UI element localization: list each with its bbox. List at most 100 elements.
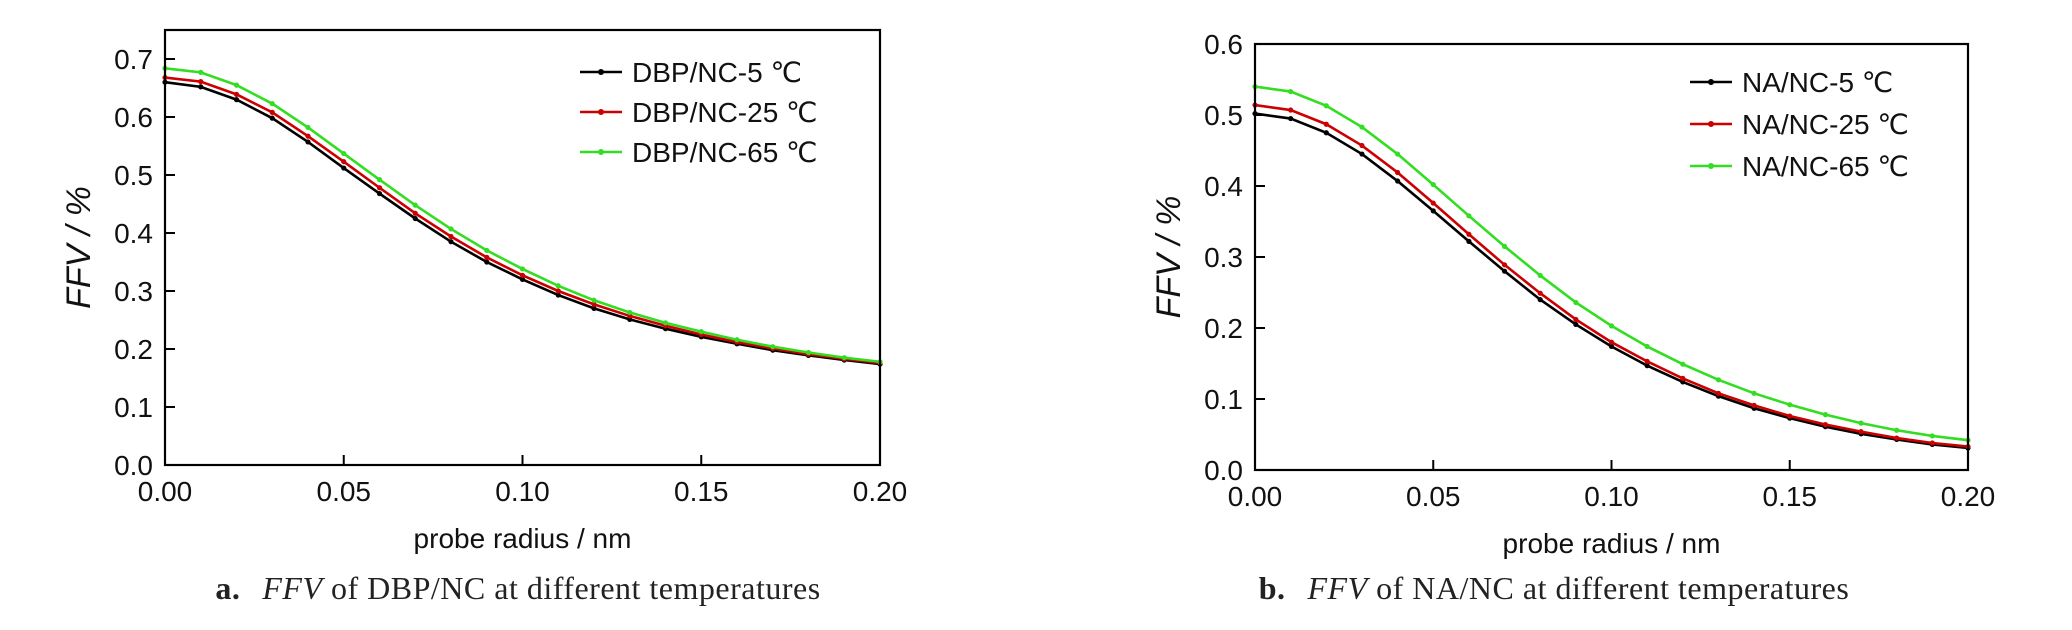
data-point-b-2-5 bbox=[1430, 181, 1436, 188]
y-tick-label-a-3: 0.3 bbox=[114, 276, 153, 307]
x-tick-label-a-0: 0.00 bbox=[138, 476, 193, 507]
y-tick-label-a-1: 0.1 bbox=[114, 392, 153, 423]
y-tick-label-b-1: 0.1 bbox=[1204, 384, 1243, 415]
x-axis-label-b: probe radius / nm bbox=[1503, 528, 1721, 559]
data-point-a-2-6 bbox=[376, 177, 383, 183]
legend-label-b-1: NA/NC-25 ℃ bbox=[1742, 109, 1909, 140]
data-point-a-2-18 bbox=[805, 349, 812, 356]
legend-marker-a-1 bbox=[598, 109, 604, 115]
data-point-b-0-7 bbox=[1501, 268, 1508, 274]
legend-marker-a-0 bbox=[598, 69, 604, 75]
y-axis-label-b: FFV / % bbox=[1150, 196, 1188, 319]
data-point-b-1-1 bbox=[1288, 107, 1294, 113]
data-point-a-1-3 bbox=[269, 109, 275, 115]
data-point-b-0-10 bbox=[1608, 343, 1615, 350]
data-point-b-0-5 bbox=[1430, 208, 1436, 214]
caption-b-text: of NA/NC at different temperatures bbox=[1376, 570, 1850, 606]
data-point-a-2-8 bbox=[448, 226, 454, 232]
caption-b-italic: FFV bbox=[1307, 570, 1368, 606]
y-tick-label-b-3: 0.3 bbox=[1204, 242, 1243, 273]
data-point-a-2-4 bbox=[305, 124, 311, 131]
y-tick-label-b-2: 0.2 bbox=[1204, 313, 1243, 344]
data-point-a-2-10 bbox=[519, 266, 526, 272]
data-point-a-0-1 bbox=[198, 84, 204, 90]
data-point-b-2-6 bbox=[1466, 213, 1472, 219]
legend-marker-b-1 bbox=[1708, 121, 1714, 127]
data-point-a-2-15 bbox=[698, 329, 704, 335]
data-point-b-1-7 bbox=[1501, 262, 1508, 268]
data-point-b-1-2 bbox=[1323, 121, 1329, 127]
caption-a-text: of DBP/NC at different temperatures bbox=[330, 570, 821, 606]
data-point-a-2-2 bbox=[233, 82, 240, 88]
y-tick-label-a-0: 0.0 bbox=[114, 450, 153, 481]
data-point-b-0-9 bbox=[1573, 321, 1579, 328]
legend-label-a-1: DBP/NC-25 ℃ bbox=[632, 97, 818, 128]
data-point-a-1-5 bbox=[341, 159, 347, 165]
data-point-b-2-12 bbox=[1680, 361, 1686, 367]
data-point-a-0-8 bbox=[448, 239, 454, 245]
data-point-b-2-10 bbox=[1608, 323, 1615, 329]
data-point-b-1-19 bbox=[1929, 440, 1935, 446]
data-point-b-1-6 bbox=[1466, 231, 1472, 237]
data-point-b-2-7 bbox=[1501, 243, 1508, 249]
figure-a: 0.00 0.05 0.10 0.15 0.20 0.0 0.1 0.2 0.3 0.4 0.5 0.… bbox=[60, 28, 908, 606]
data-point-b-1-17 bbox=[1858, 429, 1864, 435]
data-point-a-0-10 bbox=[519, 276, 526, 282]
data-point-b-0-8 bbox=[1537, 297, 1543, 303]
data-point-a-2-17 bbox=[770, 344, 776, 350]
data-point-b-1-10 bbox=[1608, 339, 1615, 345]
y-tick-label-a-5: 0.5 bbox=[114, 160, 153, 191]
chart-a: 0.00 0.05 0.10 0.15 0.20 0.0 0.1 0.2 0.3 0.4 0.5 0.… bbox=[60, 28, 908, 554]
data-point-a-2-19 bbox=[841, 355, 847, 361]
data-point-b-2-2 bbox=[1323, 103, 1329, 109]
data-point-a-0-4 bbox=[305, 139, 311, 145]
x-tick-label-b-3: 0.15 bbox=[1763, 481, 1818, 512]
data-point-b-1-8 bbox=[1537, 290, 1543, 296]
y-tick-label-a-4: 0.4 bbox=[114, 218, 153, 249]
data-point-a-1-7 bbox=[412, 210, 418, 216]
data-point-b-1-16 bbox=[1822, 421, 1828, 428]
y-tick-label-a-2: 0.2 bbox=[114, 334, 153, 365]
x-tick-label-a-4: 0.20 bbox=[853, 476, 908, 507]
x-tick-label-a-3: 0.15 bbox=[674, 476, 729, 507]
legend-marker-a-2 bbox=[598, 149, 604, 155]
caption-b-letter: b. bbox=[1258, 570, 1286, 606]
data-point-b-2-19 bbox=[1929, 433, 1935, 439]
data-point-a-1-2 bbox=[233, 91, 240, 97]
data-point-a-1-4 bbox=[305, 133, 311, 139]
data-point-a-2-7 bbox=[412, 202, 418, 208]
caption-b: b. FFV of NA/NC at different temperatures bbox=[1036, 570, 2072, 607]
data-point-a-0-11 bbox=[555, 292, 561, 298]
data-point-b-2-9 bbox=[1573, 299, 1579, 306]
data-point-a-2-13 bbox=[627, 309, 633, 316]
data-point-a-2-3 bbox=[269, 101, 275, 107]
data-point-a-2-1 bbox=[198, 69, 204, 75]
data-point-b-1-14 bbox=[1751, 402, 1757, 408]
data-point-b-2-11 bbox=[1644, 343, 1650, 350]
y-tick-label-a-6: 0.6 bbox=[114, 102, 153, 133]
data-point-b-1-4 bbox=[1395, 169, 1401, 176]
data-point-a-2-14 bbox=[662, 320, 669, 326]
data-point-a-0-2 bbox=[233, 97, 240, 103]
data-point-a-2-12 bbox=[591, 297, 597, 303]
data-point-a-1-10 bbox=[519, 272, 526, 278]
data-point-b-1-5 bbox=[1430, 200, 1436, 206]
plot-frame-a bbox=[163, 28, 882, 467]
data-point-a-2-9 bbox=[484, 247, 490, 253]
data-point-a-1-8 bbox=[448, 233, 454, 240]
data-point-b-1-13 bbox=[1715, 390, 1722, 396]
y-tick-label-b-0: 0.0 bbox=[1204, 455, 1243, 486]
data-point-b-2-8 bbox=[1537, 272, 1543, 279]
data-point-b-1-9 bbox=[1573, 316, 1579, 323]
legend-label-a-2: DBP/NC-65 ℃ bbox=[632, 137, 818, 168]
caption-a-italic: FFV bbox=[262, 570, 323, 606]
data-point-a-2-16 bbox=[734, 337, 740, 343]
legend-label-a-0: DBP/NC-5 ℃ bbox=[632, 57, 802, 88]
data-point-b-0-2 bbox=[1323, 130, 1329, 136]
x-axis-label-a: probe radius / nm bbox=[414, 523, 632, 554]
data-point-a-1-6 bbox=[376, 185, 383, 191]
data-point-b-2-13 bbox=[1715, 377, 1722, 383]
legend-label-b-0: NA/NC-5 ℃ bbox=[1742, 67, 1893, 98]
data-point-b-2-4 bbox=[1395, 151, 1401, 157]
data-point-b-1-11 bbox=[1644, 358, 1650, 364]
